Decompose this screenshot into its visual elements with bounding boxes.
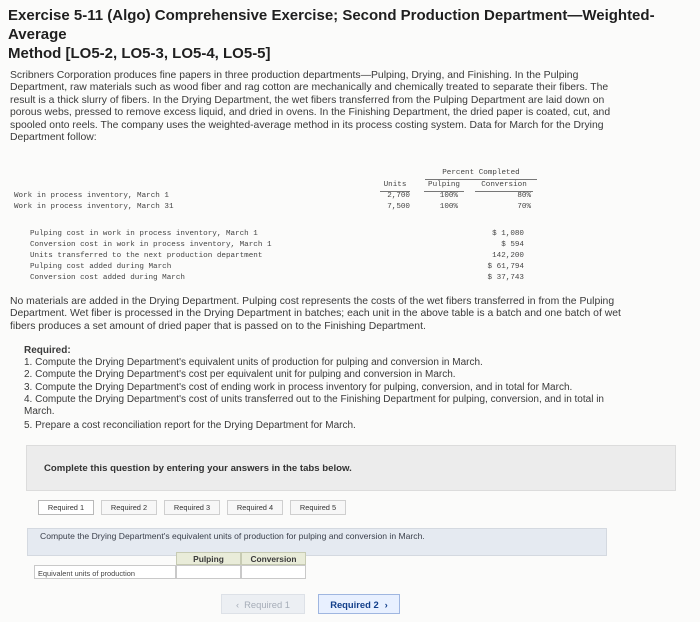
row-label: Work in process inventory, March 1 [14,192,169,200]
instruction-bar [27,528,607,556]
tab-required-4[interactable]: Required 4 [227,500,283,515]
row-conversion: 80% [517,192,531,200]
units-col-header: Units [380,181,410,192]
intro-paragraph: Scribners Corporation produces fine pape… [10,70,682,144]
title-line-2: Method [LO5-2, LO5-3, LO5-4, LO5-5] [8,45,271,62]
pulping-header: Pulping [176,552,241,565]
required-item: 4. Compute the Drying Department's cost … [24,393,604,405]
cost-label: Units transferred to the next production… [30,252,263,260]
tab-required-1[interactable]: Required 1 [38,500,94,515]
intro-line: result is a thick slurry of fibers. In t… [10,94,605,106]
intro-line: Department follow: [10,132,97,144]
cost-value: 142,200 [492,252,524,260]
required-heading: Required: [24,345,71,356]
intro-line: spooled onto reels. The company uses the… [10,119,604,131]
note-line: fibers produces a set amount of dried pa… [10,320,426,332]
answer-grid: Pulping Conversion Equivalent units of p… [34,552,306,579]
note-line: Department. Wet fiber is processed in th… [10,308,621,320]
conversion-answer-input[interactable] [241,565,306,579]
required-item: 3. Compute the Drying Department's cost … [24,381,573,393]
row-pulping: 100% [439,203,458,211]
required-item: 1. Compute the Drying Department's equiv… [24,357,483,369]
exercise-title: Exercise 5-11 (Algo) Comprehensive Exerc… [8,6,688,63]
row-pulping: 100% [439,192,458,200]
next-button[interactable]: Required 2 › [318,594,400,614]
pulping-answer-input[interactable] [176,565,241,579]
conversion-header: Conversion [241,552,306,565]
tab-required-5[interactable]: Required 5 [290,500,346,515]
cost-label: Conversion cost added during March [30,274,185,282]
row-units: 2,700 [387,192,410,200]
required-item: March. [24,406,55,418]
cost-label: Conversion cost in work in process inven… [30,241,272,249]
note-paragraph: No materials are added in the Drying Dep… [10,296,682,333]
required-item: 5. Prepare a cost reconciliation report … [24,420,356,432]
chevron-left-icon: ‹ [236,598,240,610]
cost-value: $ 61,794 [487,263,524,271]
tab-instruction: Compute the Drying Department's equivale… [40,531,425,541]
title-line-1: Exercise 5-11 (Algo) Comprehensive Exerc… [8,7,655,43]
next-button-label: Required 2 [330,598,379,610]
intro-line: Scribners Corporation produces fine pape… [10,70,579,81]
row-conversion: 70% [517,203,531,211]
cost-label: Pulping cost in work in process inventor… [30,230,258,238]
cost-label: Pulping cost added during March [30,263,172,271]
row-units: 7,500 [387,203,410,211]
required-item: 2. Compute the Drying Department's cost … [24,369,456,381]
prev-button-label: Required 1 [244,598,290,610]
pulping-col-header: Pulping [424,181,464,192]
conversion-col-header: Conversion [475,181,533,192]
required-section: Required: 1. Compute the Drying Departme… [24,345,684,432]
cost-value: $ 1,080 [492,230,524,238]
intro-line: porous webs, pressed to remove excess li… [10,107,611,119]
note-line: No materials are added in the Drying Dep… [10,296,615,307]
instructions-box [26,445,676,491]
tab-required-3[interactable]: Required 3 [164,500,220,515]
intro-line: Department, raw materials such as wood f… [10,82,609,94]
row-label: Work in process inventory, March 31 [14,203,174,211]
prev-button[interactable]: ‹ Required 1 [221,594,305,614]
complete-instructions: Complete this question by entering your … [44,463,352,474]
tab-required-2[interactable]: Required 2 [101,500,157,515]
chevron-right-icon: › [384,598,388,610]
cost-value: $ 37,743 [487,274,524,282]
grid-corner [34,552,176,565]
cost-value: $ 594 [501,241,524,249]
percent-completed-header: Percent Completed [425,169,537,180]
equivalent-units-label: Equivalent units of production [34,565,176,579]
